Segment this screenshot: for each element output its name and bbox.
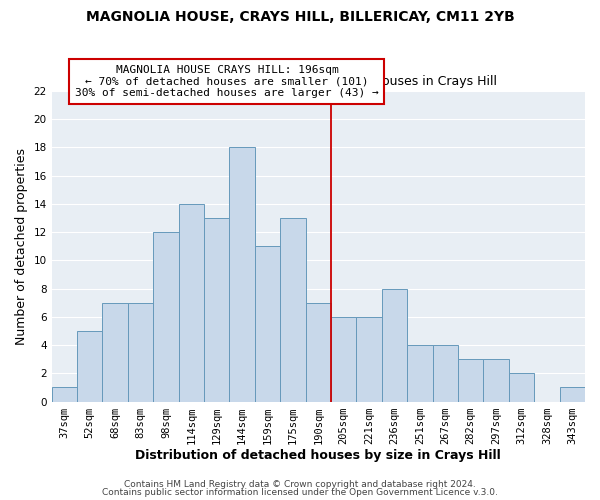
Text: Contains HM Land Registry data © Crown copyright and database right 2024.: Contains HM Land Registry data © Crown c… <box>124 480 476 489</box>
Bar <box>305 302 331 402</box>
Y-axis label: Number of detached properties: Number of detached properties <box>15 148 28 345</box>
Bar <box>331 317 356 402</box>
Bar <box>153 232 179 402</box>
Bar <box>255 246 280 402</box>
Bar <box>52 388 77 402</box>
Bar <box>356 317 382 402</box>
Bar <box>560 388 585 402</box>
Bar <box>484 359 509 402</box>
X-axis label: Distribution of detached houses by size in Crays Hill: Distribution of detached houses by size … <box>136 450 501 462</box>
Bar <box>128 302 153 402</box>
Bar <box>204 218 229 402</box>
Bar <box>458 359 484 402</box>
Bar <box>229 148 255 402</box>
Bar <box>179 204 204 402</box>
Title: Size of property relative to detached houses in Crays Hill: Size of property relative to detached ho… <box>140 76 497 88</box>
Bar <box>509 374 534 402</box>
Bar <box>103 302 128 402</box>
Bar <box>280 218 305 402</box>
Bar <box>433 345 458 402</box>
Text: MAGNOLIA HOUSE CRAYS HILL: 196sqm
← 70% of detached houses are smaller (101)
30%: MAGNOLIA HOUSE CRAYS HILL: 196sqm ← 70% … <box>75 65 379 98</box>
Text: MAGNOLIA HOUSE, CRAYS HILL, BILLERICAY, CM11 2YB: MAGNOLIA HOUSE, CRAYS HILL, BILLERICAY, … <box>86 10 514 24</box>
Bar <box>407 345 433 402</box>
Text: Contains public sector information licensed under the Open Government Licence v.: Contains public sector information licen… <box>102 488 498 497</box>
Bar <box>77 331 103 402</box>
Bar <box>382 288 407 402</box>
